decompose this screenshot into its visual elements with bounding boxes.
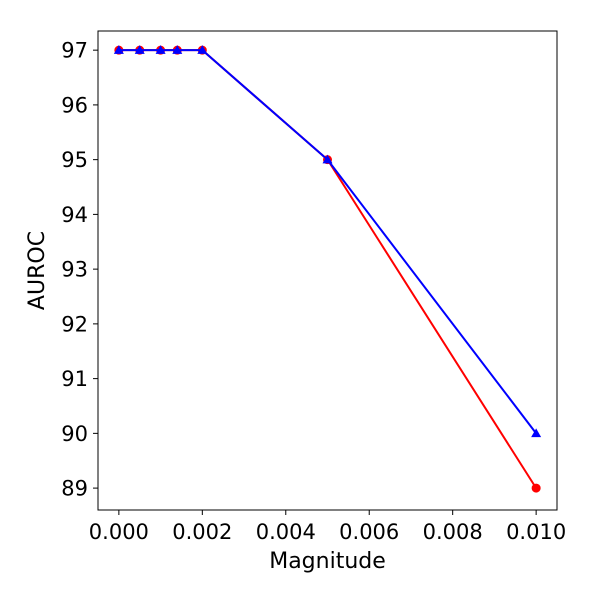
y-axis: 89 90 91 92 93 94 95 96 97 (61, 39, 98, 501)
data-point (113, 45, 124, 54)
y-tick-label: 92 (61, 312, 88, 336)
y-tick-label: 97 (61, 39, 88, 63)
data-point (531, 428, 542, 438)
x-tick-label: 0.000 (89, 520, 149, 544)
data-point (155, 45, 166, 54)
x-tick-label: 0.006 (339, 520, 399, 544)
data-point (197, 45, 208, 54)
data-point (172, 45, 183, 54)
x-tick-label: 0.002 (172, 520, 232, 544)
series-layer (113, 45, 542, 493)
plot-area-frame (97, 30, 558, 511)
x-tick-label: 0.008 (423, 520, 483, 544)
y-tick-label: 89 (61, 477, 88, 501)
x-axis-title: Magnitude (269, 549, 386, 574)
y-tick-label: 94 (61, 203, 88, 227)
data-point (531, 483, 541, 493)
series-2 (113, 45, 542, 438)
data-point (322, 154, 333, 164)
data-point (134, 45, 145, 54)
y-tick-label: 96 (61, 93, 88, 117)
y-tick-label: 91 (61, 367, 88, 391)
x-axis: 0.000 0.002 0.004 0.006 0.008 0.010 (89, 510, 566, 544)
y-tick-label: 93 (61, 258, 88, 282)
y-axis-title: AUROC (25, 231, 50, 310)
x-tick-label: 0.004 (256, 520, 316, 544)
x-tick-label: 0.010 (506, 520, 566, 544)
y-tick-label: 95 (61, 148, 88, 172)
y-tick-label: 90 (61, 422, 88, 446)
